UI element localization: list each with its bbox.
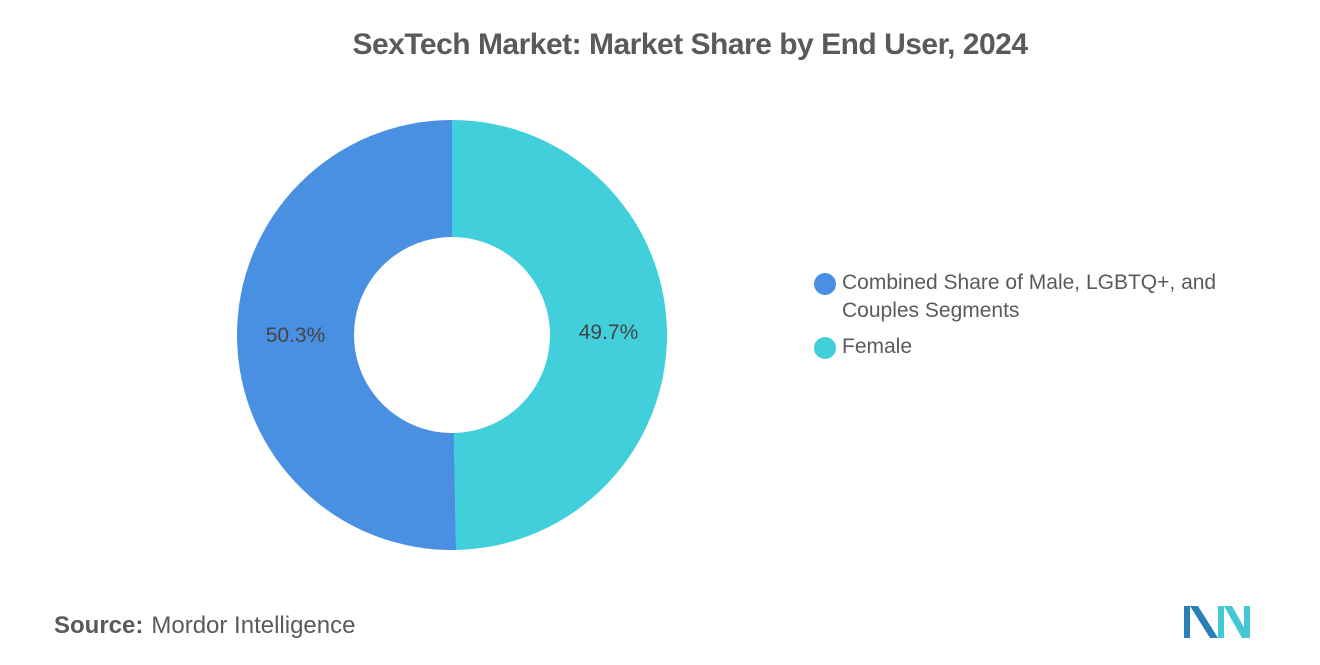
legend-label-female: Female (842, 335, 913, 358)
legend-item-female: Female (814, 333, 1254, 361)
slice-label-combined: 50.3% (266, 324, 326, 347)
donut-slice-female (452, 120, 667, 550)
source-value: Mordor Intelligence (151, 612, 356, 639)
legend-swatch-female (814, 337, 836, 359)
slice-label-female: 49.7% (579, 321, 639, 344)
donut-slice-combined (236, 120, 457, 550)
source-key: Source: (54, 612, 144, 639)
mordor-intelligence-logo-icon (1184, 606, 1250, 638)
legend-label-combined: Combined Share of Male, LGBTQ+, and Coup… (842, 271, 1217, 322)
legend-swatch-combined (814, 273, 836, 295)
chart-legend: Combined Share of Male, LGBTQ+, and Coup… (814, 269, 1254, 369)
legend-item-combined: Combined Share of Male, LGBTQ+, and Coup… (814, 269, 1254, 325)
source-note: Source: Mordor Intelligence (54, 612, 355, 640)
chart-title: SexTech Market: Market Share by End User… (352, 28, 1028, 61)
